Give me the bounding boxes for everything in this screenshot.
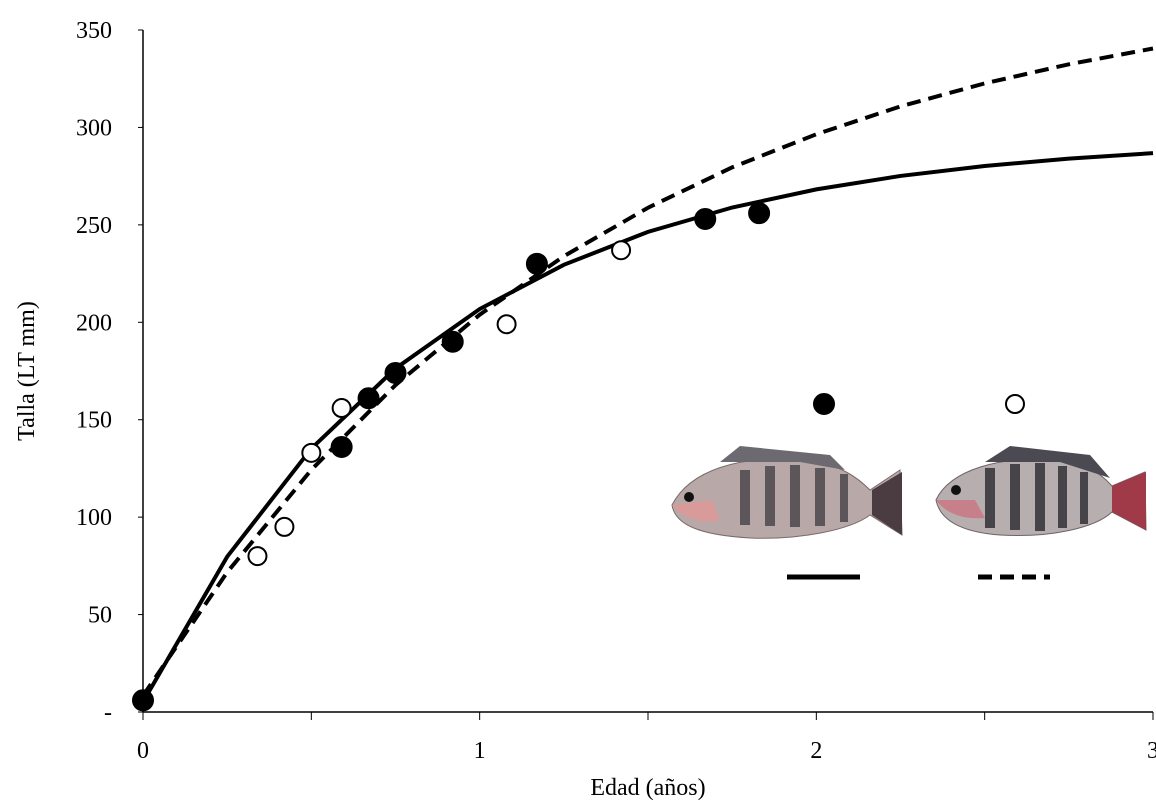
fit-curve (141, 151, 1154, 703)
data-point (274, 516, 295, 537)
data-point (694, 208, 717, 231)
data-point (496, 314, 517, 335)
data-point (384, 361, 407, 384)
data-point (330, 435, 353, 458)
data-point (748, 202, 771, 225)
y-tick-label: 250 (76, 213, 112, 239)
data-point (331, 398, 352, 419)
data-point (441, 330, 464, 353)
data-point (132, 689, 154, 712)
x-tick-label: 3 (1147, 738, 1156, 764)
x-tick-label: 0 (137, 738, 149, 764)
data-point (247, 546, 268, 567)
data-point (301, 442, 322, 463)
x-axis-label: Edad (años) (590, 775, 705, 800)
data-point (357, 387, 380, 410)
y-tick-label: 150 (76, 408, 112, 434)
x-tick-label: 2 (810, 738, 822, 764)
data-point (611, 240, 632, 261)
y-axis-label: Talla (LT mm) (14, 301, 40, 441)
y-tick-label: 200 (76, 310, 112, 336)
y-tick-label: 100 (76, 505, 112, 531)
y-tick-label: 350 (76, 18, 112, 44)
fish-picture (671, 446, 903, 539)
legend-marker (1005, 394, 1025, 414)
y-tick-label: 50 (88, 603, 112, 629)
fish-picture (935, 446, 1147, 537)
legend-marker (813, 393, 835, 415)
fit-curve (141, 46, 1154, 697)
x-tick-label: 1 (474, 738, 486, 764)
data-point (525, 252, 548, 275)
y-tick-label: 300 (76, 115, 112, 141)
y-tick-label: - (104, 700, 112, 726)
